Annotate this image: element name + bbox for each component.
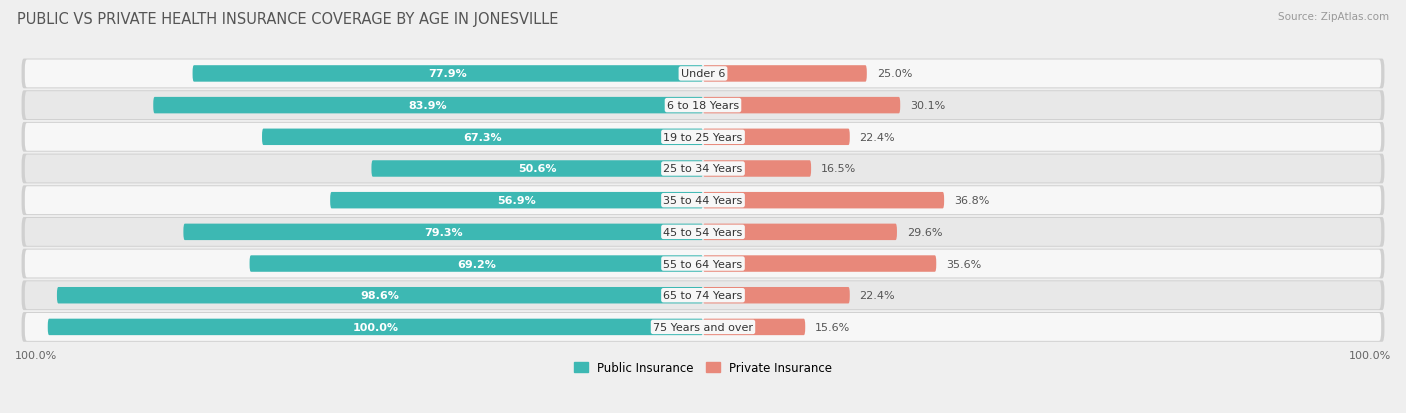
FancyBboxPatch shape [703, 161, 811, 177]
Text: 67.3%: 67.3% [463, 133, 502, 142]
Text: 65 to 74 Years: 65 to 74 Years [664, 290, 742, 301]
Text: 45 to 54 Years: 45 to 54 Years [664, 227, 742, 237]
Text: 19 to 25 Years: 19 to 25 Years [664, 133, 742, 142]
FancyBboxPatch shape [703, 256, 936, 272]
Text: 22.4%: 22.4% [859, 290, 896, 301]
Text: 55 to 64 Years: 55 to 64 Years [664, 259, 742, 269]
FancyBboxPatch shape [703, 97, 900, 114]
FancyBboxPatch shape [153, 97, 703, 114]
FancyBboxPatch shape [21, 123, 1385, 152]
Text: 16.5%: 16.5% [821, 164, 856, 174]
FancyBboxPatch shape [330, 192, 703, 209]
FancyBboxPatch shape [703, 129, 849, 146]
Text: 79.3%: 79.3% [423, 227, 463, 237]
FancyBboxPatch shape [21, 91, 1385, 121]
FancyBboxPatch shape [21, 281, 1385, 310]
FancyBboxPatch shape [25, 92, 1381, 120]
FancyBboxPatch shape [25, 187, 1381, 215]
FancyBboxPatch shape [25, 155, 1381, 183]
FancyBboxPatch shape [703, 319, 806, 335]
FancyBboxPatch shape [21, 217, 1385, 247]
Text: 98.6%: 98.6% [360, 290, 399, 301]
FancyBboxPatch shape [703, 192, 943, 209]
FancyBboxPatch shape [25, 313, 1381, 341]
FancyBboxPatch shape [25, 250, 1381, 278]
FancyBboxPatch shape [250, 256, 703, 272]
FancyBboxPatch shape [48, 319, 703, 335]
Text: 35 to 44 Years: 35 to 44 Years [664, 196, 742, 206]
Text: Source: ZipAtlas.com: Source: ZipAtlas.com [1278, 12, 1389, 22]
Text: 25.0%: 25.0% [876, 69, 912, 79]
Text: Under 6: Under 6 [681, 69, 725, 79]
Text: 25 to 34 Years: 25 to 34 Years [664, 164, 742, 174]
FancyBboxPatch shape [25, 282, 1381, 309]
FancyBboxPatch shape [183, 224, 703, 240]
FancyBboxPatch shape [703, 287, 849, 304]
Text: 35.6%: 35.6% [946, 259, 981, 269]
Text: 50.6%: 50.6% [517, 164, 557, 174]
FancyBboxPatch shape [21, 312, 1385, 342]
Text: 15.6%: 15.6% [815, 322, 851, 332]
FancyBboxPatch shape [21, 249, 1385, 279]
Text: 69.2%: 69.2% [457, 259, 496, 269]
Text: PUBLIC VS PRIVATE HEALTH INSURANCE COVERAGE BY AGE IN JONESVILLE: PUBLIC VS PRIVATE HEALTH INSURANCE COVER… [17, 12, 558, 27]
Text: 29.6%: 29.6% [907, 227, 942, 237]
FancyBboxPatch shape [25, 123, 1381, 152]
Text: 36.8%: 36.8% [953, 196, 990, 206]
FancyBboxPatch shape [703, 224, 897, 240]
Text: 30.1%: 30.1% [910, 101, 945, 111]
Text: 100.0%: 100.0% [1348, 350, 1391, 360]
FancyBboxPatch shape [262, 129, 703, 146]
Text: 83.9%: 83.9% [409, 101, 447, 111]
Text: 100.0%: 100.0% [15, 350, 58, 360]
Text: 56.9%: 56.9% [498, 196, 536, 206]
FancyBboxPatch shape [25, 218, 1381, 246]
Text: 75 Years and over: 75 Years and over [652, 322, 754, 332]
Text: 77.9%: 77.9% [429, 69, 467, 79]
FancyBboxPatch shape [193, 66, 703, 83]
FancyBboxPatch shape [703, 66, 868, 83]
FancyBboxPatch shape [21, 154, 1385, 184]
FancyBboxPatch shape [25, 60, 1381, 88]
Text: 22.4%: 22.4% [859, 133, 896, 142]
Text: 6 to 18 Years: 6 to 18 Years [666, 101, 740, 111]
FancyBboxPatch shape [21, 59, 1385, 89]
Text: 100.0%: 100.0% [353, 322, 398, 332]
FancyBboxPatch shape [56, 287, 703, 304]
Legend: Public Insurance, Private Insurance: Public Insurance, Private Insurance [569, 356, 837, 379]
FancyBboxPatch shape [21, 186, 1385, 216]
FancyBboxPatch shape [371, 161, 703, 177]
